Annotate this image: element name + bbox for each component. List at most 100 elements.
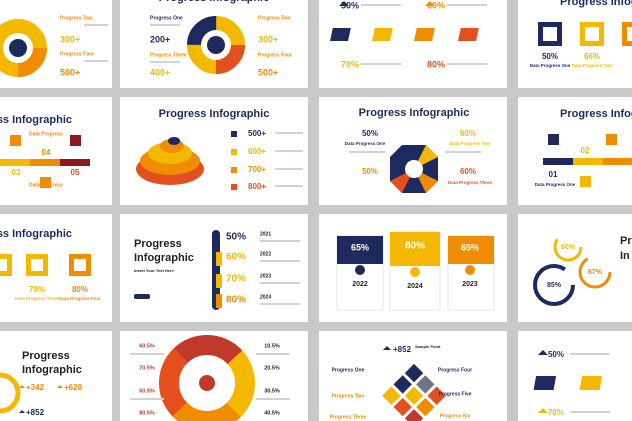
slide-text: 300+ <box>258 34 278 44</box>
slide: 65% 80% 65% 2022 2024 2023 <box>319 214 507 322</box>
slide-text: 60% <box>427 0 445 10</box>
slide-text: 67% <box>588 269 603 276</box>
slide: Progress Infographic 50% Data Progress One… <box>518 0 632 88</box>
slide-text: Progress Infographic <box>560 108 632 120</box>
slide-text: Progress Four <box>60 51 94 57</box>
slide-text: 2024 <box>260 294 271 300</box>
slide-text: 2024 <box>407 283 423 290</box>
slide-text: 01 <box>549 170 558 179</box>
slide-text: Data Progress <box>29 131 63 137</box>
slide-text: 10.5% <box>264 343 280 349</box>
slide-text: Progress Four <box>258 52 292 58</box>
slide-text: Progress Five <box>438 391 471 397</box>
slide-text: 50% <box>341 0 359 10</box>
slide-text: 50% <box>362 129 378 138</box>
slide-text: ss Infographic <box>0 114 72 126</box>
slide-text: ss Infographic <box>0 228 72 240</box>
slide-text: 800+ <box>248 182 266 191</box>
slide-text: +852 <box>26 408 45 417</box>
slide: 60.5% 70.5% 60.5% 80.5% 10.5% 20.5% 30.5% 40.5% <box>120 331 308 421</box>
slide-text: Progress Infographic <box>159 108 270 120</box>
slide-text: 65% <box>461 242 479 252</box>
slide-text: 65% <box>351 242 369 252</box>
slide-text: 60.5% <box>139 343 155 349</box>
slide-text: Infographic <box>22 364 82 376</box>
slide-text: 2022 <box>352 281 368 288</box>
slide-text: 700+ <box>248 165 266 174</box>
slide-text: 80% <box>226 295 246 306</box>
slide-text: +852 <box>393 345 412 354</box>
slide-text: Progress Infographic <box>159 0 270 4</box>
slide-text: 66% <box>584 52 600 61</box>
slide-text: 05 <box>71 168 80 177</box>
slide-text: 60.5% <box>139 388 155 394</box>
slide: Progress Infographic 50% Data Progress One… <box>319 97 507 205</box>
slide-text: Progress <box>134 238 182 250</box>
slide-text: Progress Infographic <box>560 0 632 8</box>
slide: Progress Infographic Insert Your Text Here… <box>120 214 308 322</box>
slide-text: 500+ <box>60 67 80 77</box>
slide-text: Progress Six <box>440 413 471 419</box>
slide-text: 70% <box>341 59 359 69</box>
slide: Progress Infographic 500+ 600+ 700+ 800+ <box>120 97 308 205</box>
slide-text: 400+ <box>150 67 170 77</box>
slide-text: Progress Three <box>330 414 367 420</box>
slide-text: 70.5% <box>139 365 155 371</box>
slide-text: 60% <box>561 244 576 251</box>
slide: Progress Infographic 01 02 Data Progress On… <box>518 97 632 205</box>
slide-text: 50% <box>226 232 246 243</box>
slide-text: Progress Two <box>258 15 291 21</box>
slide-text: Data Progress Two <box>572 63 613 68</box>
slide-text: Data Progress Two <box>450 141 491 146</box>
slide-text: 30.5% <box>264 388 280 394</box>
slide-text: 20.5% <box>264 365 280 371</box>
slide-text: Insert Your Text Here <box>134 268 175 273</box>
slide-text: 2022 <box>260 251 271 257</box>
slide-text: Progress Infographic <box>359 107 470 119</box>
slide-text: 02 <box>581 146 590 155</box>
slide-text: 50% <box>542 52 558 61</box>
slide-text: Progress One <box>150 15 183 21</box>
slide-text: 2021 <box>260 231 271 237</box>
slide-text: 60% <box>226 252 246 263</box>
slide-text: 60% <box>460 129 476 138</box>
slide-text: Progress Two <box>60 15 93 21</box>
slide-text: 600+ <box>248 147 266 156</box>
slide: Progress Infographic +342 +628 +852 <box>0 331 112 421</box>
slide-text: 60% <box>460 167 476 176</box>
slide-text: 2023 <box>462 281 478 288</box>
slide-text: 200+ <box>150 34 170 44</box>
slide-text: Progress Two <box>332 393 365 399</box>
slide-text: Sample Point <box>415 344 441 349</box>
slide-text: 80% <box>427 59 445 69</box>
slide-text: 04 <box>42 148 51 157</box>
slide-text: 300+ <box>60 34 80 44</box>
slide-text: Data Progress Three <box>15 296 60 301</box>
slide: ss Infographic 70% 80% Data Progress Three D… <box>0 214 112 322</box>
slide-text: Data Progress One <box>530 63 571 68</box>
slide-text: Data Progress Three <box>448 180 493 185</box>
slide-text: 85% <box>547 282 562 289</box>
slide-text: Pr <box>620 235 632 247</box>
slide-text: 40.5% <box>264 410 280 416</box>
slide-text: 03 <box>12 168 21 177</box>
slide-text: Data Progress <box>29 182 63 188</box>
slide-text: 70% <box>548 408 564 417</box>
slide-text: Progress One <box>332 367 365 373</box>
slide-text: 80% <box>72 285 88 294</box>
slide-text: Data Progress One <box>345 141 386 146</box>
slide-text: +628 <box>64 383 83 392</box>
slide: Progress Infographic Progress One 200+ Prog… <box>120 0 308 88</box>
slide: +852 Sample Point Progress One Progress Fou… <box>319 331 507 421</box>
slide: 60% 85% 67% Pr In <box>518 214 632 322</box>
slide-text: 70% <box>29 285 45 294</box>
slide-text: Data Progress Four <box>59 296 101 301</box>
slide-text: 70% <box>226 274 246 285</box>
slide-text: +342 <box>26 383 45 392</box>
slide: 50% 70% <box>518 331 632 421</box>
slide: 50% 60% 70% 80% <box>319 0 507 88</box>
slide: Progress Two 300+ Progress Four 500+ <box>0 0 112 88</box>
slide-text: Progress Four <box>438 367 472 373</box>
